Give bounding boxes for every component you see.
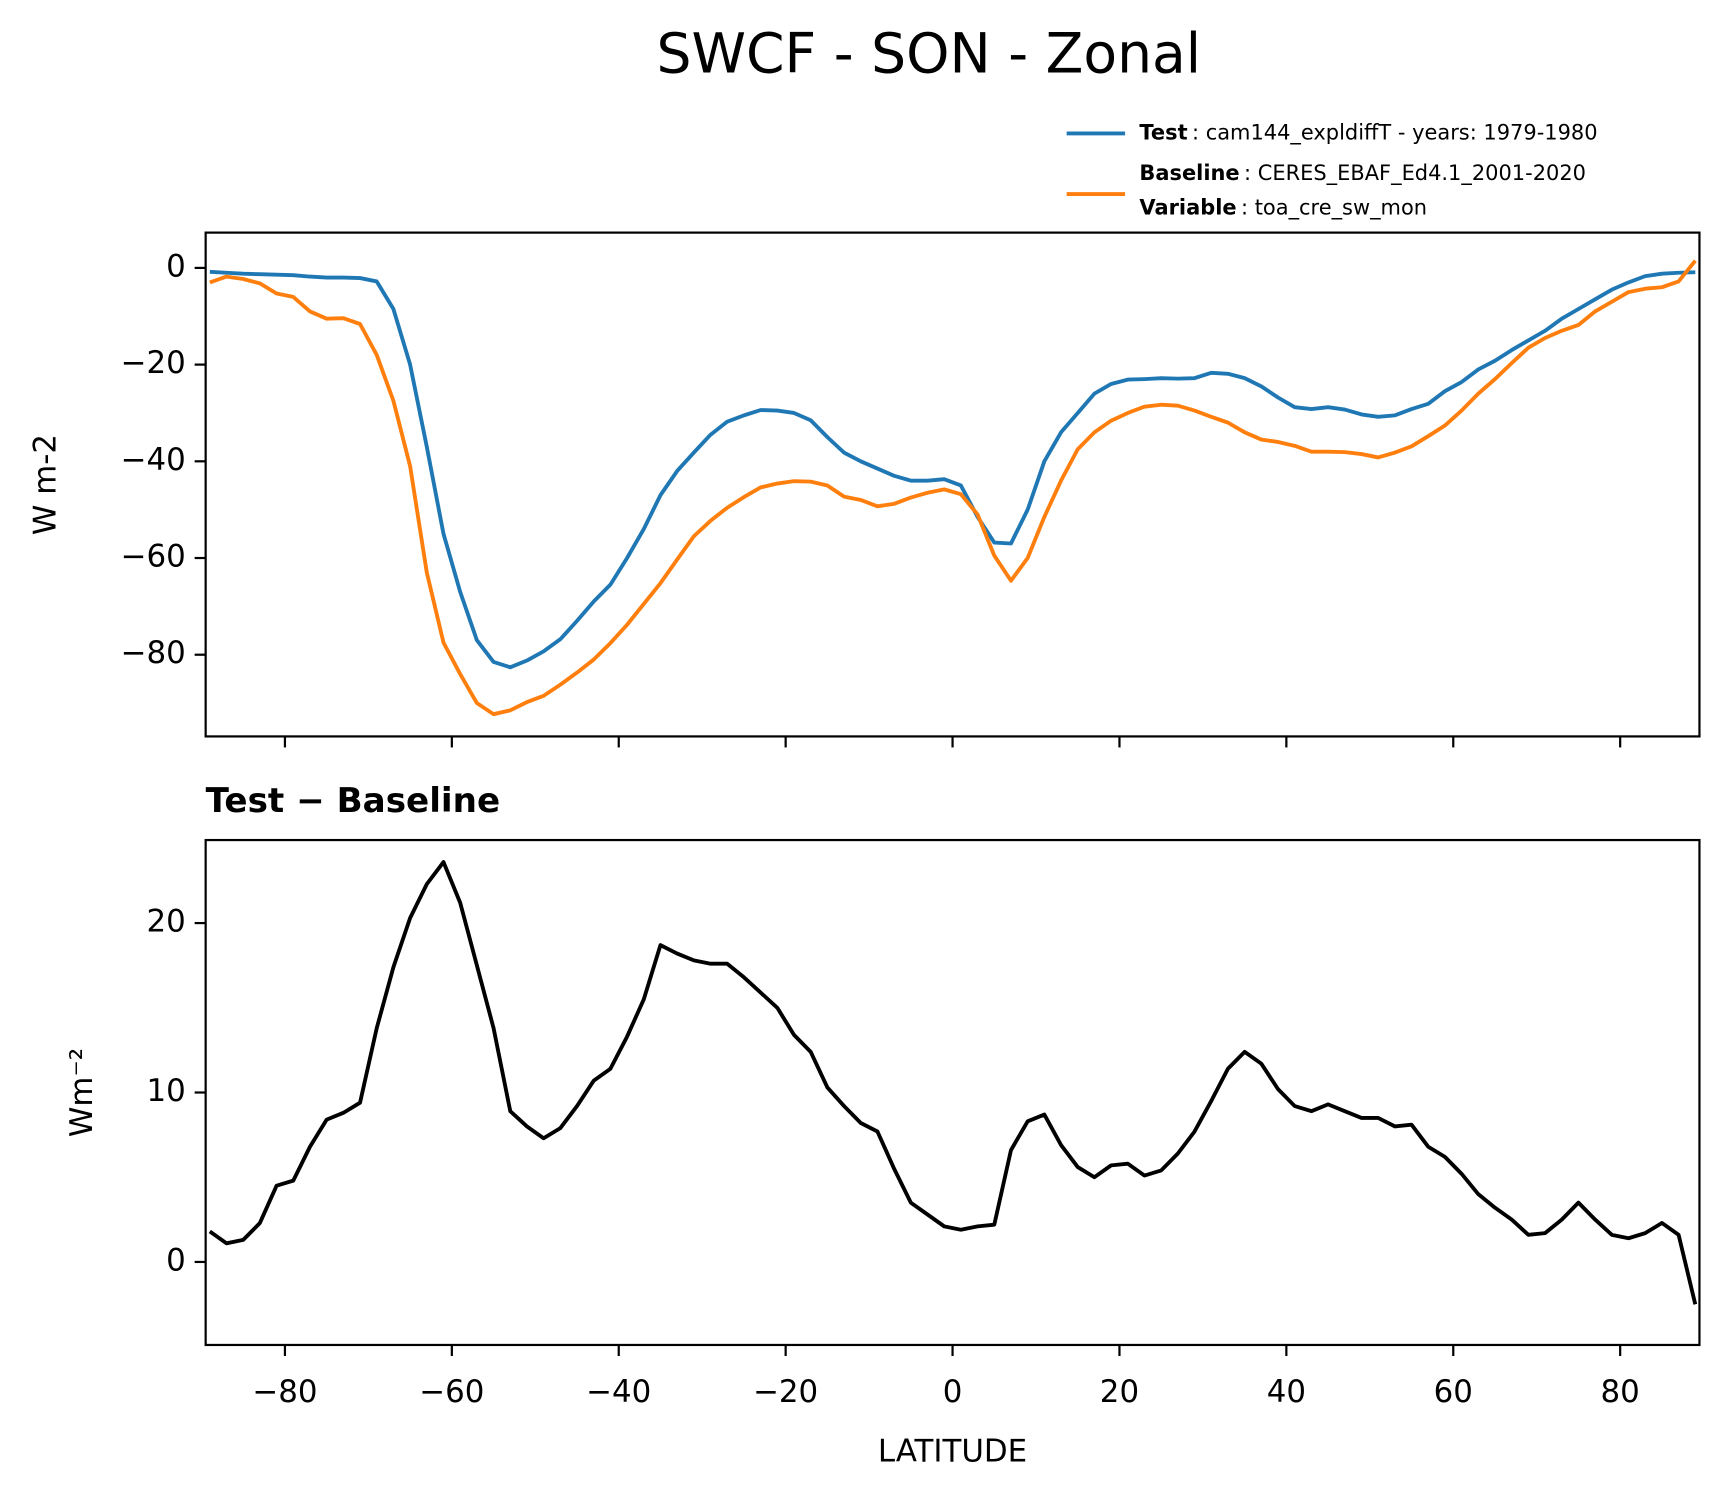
y-tick-label: −20: [121, 345, 186, 381]
y-tick-label: 0: [166, 1242, 186, 1278]
y-tick-label: 20: [147, 904, 186, 940]
y-tick-label: 0: [166, 248, 186, 284]
x-tick-label: 20: [1100, 1374, 1139, 1410]
axes-frame: [204, 231, 1701, 738]
legend-name: Variable: [1139, 195, 1236, 219]
x-tick-label: −80: [252, 1374, 317, 1410]
y-axis-label: W m-2: [27, 434, 63, 535]
legend-name: Baseline: [1139, 161, 1239, 185]
legend-entry: Baseline: CERES_EBAF_Ed4.1_2001-2020: [1139, 161, 1586, 185]
y-tick-label: −40: [121, 442, 186, 478]
y-tick-label: −80: [121, 635, 186, 671]
x-tick-label: 80: [1601, 1374, 1640, 1410]
x-tick-label: −40: [586, 1374, 651, 1410]
legend-detail: : cam144_expldiffT - years: 1979-1980: [1192, 120, 1598, 144]
series-line: [209, 269, 1696, 670]
legend-entry: Variable: toa_cre_sw_mon: [1139, 195, 1427, 219]
x-tick-label: −20: [753, 1374, 818, 1410]
x-axis-label: LATITUDE: [878, 1434, 1027, 1470]
legend-detail: : toa_cre_sw_mon: [1241, 195, 1427, 219]
y-tick-label: −60: [121, 539, 186, 575]
legend-detail: : CERES_EBAF_Ed4.1_2001-2020: [1244, 161, 1586, 185]
axes-frame: [204, 838, 1701, 1347]
y-axis-label: Wm⁻²: [64, 1048, 100, 1137]
x-tick-label: 40: [1267, 1374, 1306, 1410]
x-tick-label: 60: [1434, 1374, 1473, 1410]
legend-name: Test: [1139, 120, 1187, 144]
figure-title: SWCF - SON - Zonal: [657, 21, 1202, 85]
series-line: [209, 259, 1697, 717]
x-tick-label: −60: [419, 1374, 484, 1410]
series-line: [208, 860, 1698, 1305]
subplot-title: Test − Baseline: [206, 781, 500, 821]
y-tick-label: 10: [147, 1073, 186, 1109]
x-tick-label: 0: [943, 1374, 963, 1410]
legend-entry: Test: cam144_expldiffT - years: 1979-198…: [1139, 120, 1597, 144]
